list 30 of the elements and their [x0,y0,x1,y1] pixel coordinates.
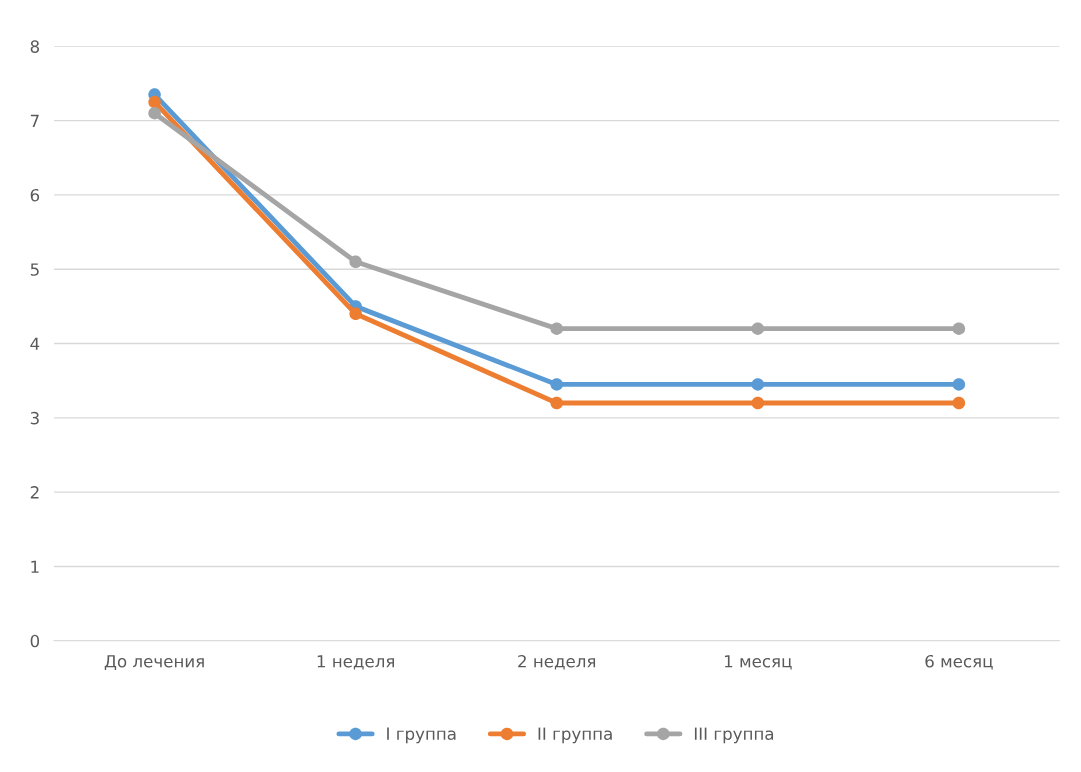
legend-label: I группа [387,727,456,744]
legend-label: II группа [538,727,612,744]
point [550,396,563,410]
y-tick-label: 1 [31,560,39,573]
x-tick-label: До лечения [104,655,204,670]
y-tick-label: 8 [30,40,40,53]
x-tick-label: 2 неделя [518,654,596,670]
y-tick-label: 0 [30,634,40,648]
point [751,322,765,335]
point [148,95,161,109]
y-tick-label: 5 [30,263,39,276]
point [550,378,563,391]
point [148,106,161,120]
point [751,396,765,410]
y-tick-label: 6 [30,188,40,202]
point [952,322,966,335]
x-tick-label: 6 месяц [925,654,993,670]
point [751,378,765,391]
y-tick-label: 3 [30,411,39,425]
x-tick-label: 1 месяц [724,655,792,670]
x-tick-label: 1 неделя [317,655,394,670]
y-tick-label: 7 [30,114,39,127]
point [349,255,362,269]
y-tick-label: 4 [30,337,40,350]
y-tick-label: 2 [30,486,39,499]
point [952,396,966,410]
point [349,307,362,321]
point [952,378,966,391]
point [550,322,563,335]
legend-label: III группа [694,727,774,744]
